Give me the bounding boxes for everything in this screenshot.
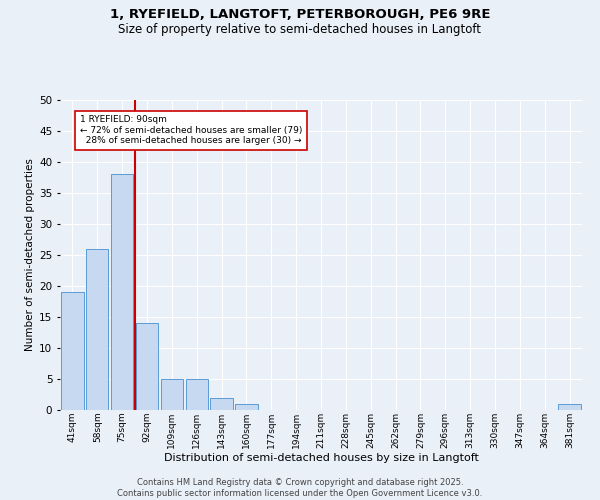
Bar (211, 398, 233, 410)
Y-axis label: Number of semi-detached properties: Number of semi-detached properties (25, 158, 35, 352)
Bar (235, 404, 257, 410)
Bar (86, 249, 109, 410)
Bar (161, 379, 183, 410)
Text: Contains HM Land Registry data © Crown copyright and database right 2025.
Contai: Contains HM Land Registry data © Crown c… (118, 478, 482, 498)
Bar (185, 379, 208, 410)
Bar (559, 404, 581, 410)
Bar (136, 323, 158, 410)
Text: Size of property relative to semi-detached houses in Langtoft: Size of property relative to semi-detach… (119, 22, 482, 36)
X-axis label: Distribution of semi-detached houses by size in Langtoft: Distribution of semi-detached houses by … (164, 454, 478, 464)
Text: 1, RYEFIELD, LANGTOFT, PETERBOROUGH, PE6 9RE: 1, RYEFIELD, LANGTOFT, PETERBOROUGH, PE6… (110, 8, 490, 20)
Text: 1 RYEFIELD: 90sqm
← 72% of semi-detached houses are smaller (79)
  28% of semi-d: 1 RYEFIELD: 90sqm ← 72% of semi-detached… (80, 116, 302, 146)
Bar (111, 174, 133, 410)
Bar (61, 292, 83, 410)
